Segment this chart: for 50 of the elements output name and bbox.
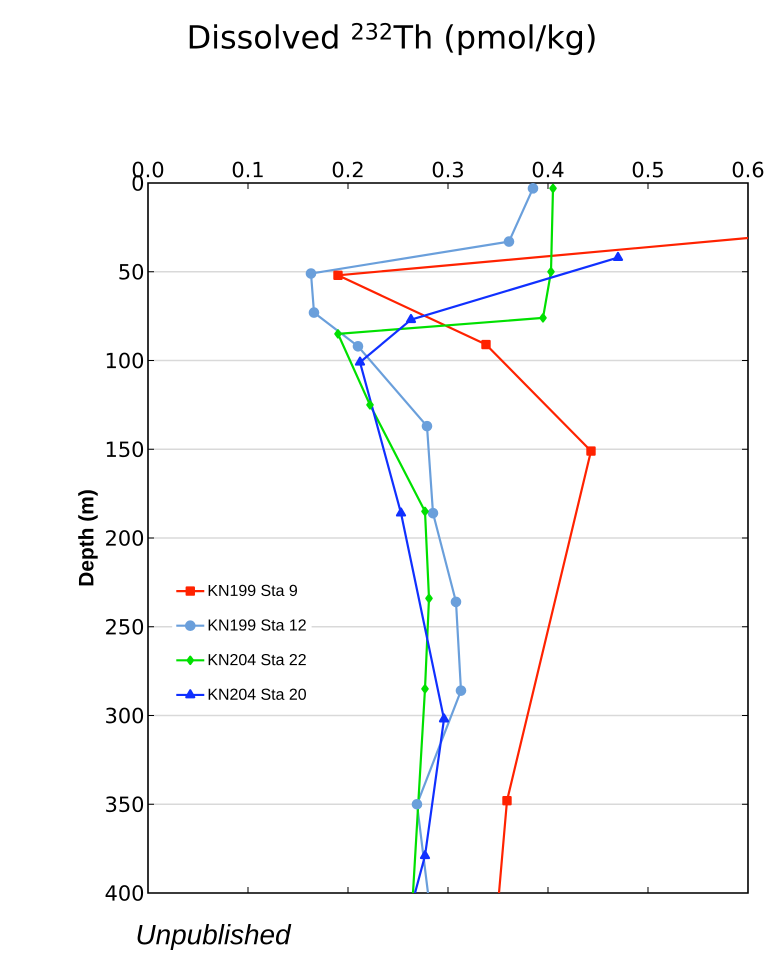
chart-title: Dissolved $^{232}$Th (pmol/kg) [190, 22, 595, 56]
point [406, 314, 416, 324]
point [438, 713, 450, 722]
y-tick-label: 350 [106, 796, 144, 812]
point [481, 340, 491, 350]
text: Unpublished [138, 924, 292, 950]
point [366, 400, 374, 410]
point [412, 798, 422, 810]
point [425, 594, 433, 604]
point [450, 596, 462, 608]
point [612, 252, 624, 261]
y-tick-label: 250 [106, 618, 144, 635]
point [549, 184, 557, 194]
x-tick-label: 0.1 [232, 162, 263, 178]
point [547, 267, 555, 276]
legend-label: KN199 Sta 12 [208, 619, 306, 631]
point [420, 850, 430, 860]
point [396, 507, 406, 517]
legend-label: KN199 Sta 9 [208, 584, 297, 596]
point [308, 307, 320, 318]
x-tick-label: 0.0 [132, 162, 164, 178]
x-tick-label: 0.3 [432, 162, 463, 178]
x-tick-label: 0.6 [732, 162, 764, 178]
point [539, 313, 547, 323]
legend-label: KN204 Sta 22 [208, 654, 306, 666]
x-tick-label: 0.2 [332, 162, 363, 178]
point [352, 341, 364, 352]
y-tick-label: 200 [106, 530, 144, 546]
y-tick-label: 300 [106, 708, 144, 724]
y-tick-label: 100 [106, 352, 144, 368]
point [421, 506, 429, 516]
point [421, 684, 429, 694]
point [354, 356, 366, 366]
legend-label: KN204 Sta 20 [208, 688, 306, 700]
point [504, 236, 514, 247]
point [528, 183, 538, 194]
y-axis-title: Depth (m) [78, 490, 98, 586]
point [586, 446, 596, 456]
y-tick-label: 150 [106, 441, 144, 458]
point [456, 685, 466, 696]
point [334, 329, 342, 339]
x-tick-label: 0.5 [632, 162, 663, 178]
point [333, 270, 343, 280]
y-tick-label: 50 [119, 264, 144, 280]
point [502, 796, 512, 806]
point [422, 420, 432, 432]
x-tick-label: 0.4 [532, 162, 564, 178]
y-tick-label: 400 [106, 885, 144, 901]
point [428, 508, 438, 518]
point [306, 268, 316, 279]
